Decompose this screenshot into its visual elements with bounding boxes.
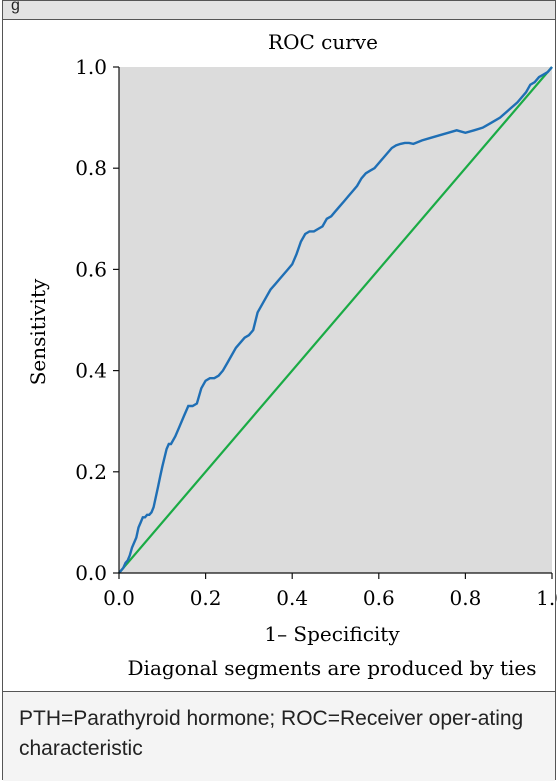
roc-chart-svg: ROC curve 0.0 0.2 0.4 0.6 0.8 1.0 0.0 0.2 0.4 0.6… [26,30,557,680]
x-axis-label: 1– Specificity [264,622,400,646]
y-tick-label-0: 0.0 [75,561,107,585]
x-tick-label-3: 0.6 [363,586,395,610]
y-tick-label-3: 0.6 [75,257,107,281]
x-tick-label-1: 0.2 [190,586,222,610]
roc-curve-line [118,66,553,574]
chart-title: ROC curve [268,30,378,54]
footnote: PTH=Parathyroid hormone; ROC=Receiver op… [3,691,555,781]
y-tick-label-1: 0.2 [75,460,107,484]
x-tick-label-2: 0.4 [276,586,308,610]
y-tick-label-4: 0.8 [75,156,107,180]
footnote-text: PTH=Parathyroid hormone; ROC=Receiver op… [19,707,524,760]
figure-caption-partial: g [3,1,555,20]
y-axis-label: Sensitivity [26,278,50,385]
y-tick-label-5: 1.0 [75,55,107,79]
x-tick-label-0: 0.0 [103,586,135,610]
x-tick-label-5: 1.0 [536,586,557,610]
y-tick-label-2: 0.4 [75,359,107,383]
reference-diagonal-line [118,66,553,574]
roc-chart: ROC curve 0.0 0.2 0.4 0.6 0.8 1.0 0.0 0.2 0.4 0.6… [3,19,557,691]
chart-note: Diagonal segments are produced by ties [128,656,537,680]
x-tick-label-4: 0.8 [449,586,481,610]
